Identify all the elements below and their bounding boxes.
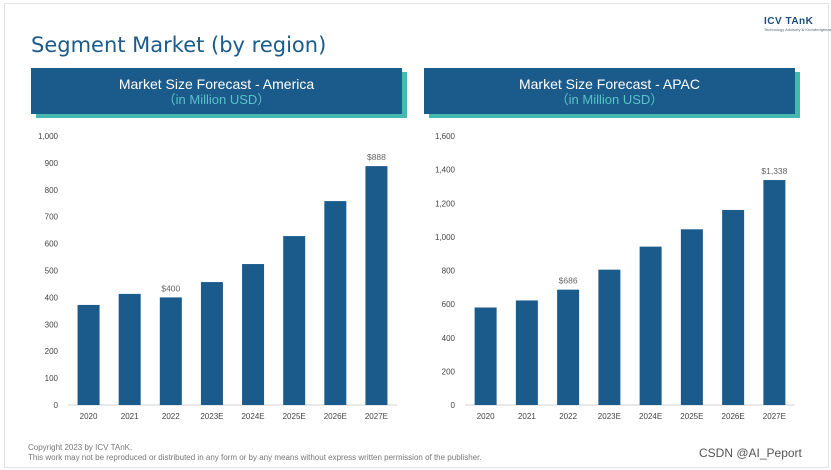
watermark: CSDN @AI_Peport <box>699 446 802 460</box>
y-tick-label: 700 <box>45 213 59 222</box>
apac-chart-header: Market Size Forecast - APAC （in Million … <box>424 68 800 118</box>
y-tick-label: 200 <box>45 347 59 356</box>
x-tick-label: 2025E <box>283 412 306 421</box>
x-tick-label: 2024E <box>241 412 264 421</box>
bar <box>200 282 223 405</box>
america-chart-header: Market Size Forecast - America （in Milli… <box>31 68 407 118</box>
y-tick-label: 1,400 <box>435 166 456 175</box>
bar <box>324 201 347 405</box>
y-tick-label: 200 <box>442 367 456 376</box>
data-label: $686 <box>559 276 578 286</box>
header-box: Market Size Forecast - APAC （in Million … <box>424 68 795 114</box>
bar <box>242 264 265 405</box>
x-tick-label: 2025E <box>680 412 703 421</box>
y-tick-label: 300 <box>45 320 59 329</box>
x-tick-label: 2023E <box>200 412 223 421</box>
bar <box>474 307 497 405</box>
bar <box>365 166 388 405</box>
logo: ICV TAnK Technology Advisory & Knowledge… <box>764 16 831 32</box>
x-tick-label: 2022 <box>162 412 180 421</box>
bar <box>118 293 141 405</box>
x-tick-label: 2020 <box>477 412 495 421</box>
bar <box>639 246 662 405</box>
x-tick-label: 2026E <box>722 412 745 421</box>
x-tick-label: 2021 <box>518 412 536 421</box>
y-tick-label: 400 <box>45 293 59 302</box>
apac-chart-title: Market Size Forecast - APAC <box>518 76 700 92</box>
x-tick-label: 2020 <box>80 412 98 421</box>
bar <box>159 297 182 405</box>
america-chart-title: Market Size Forecast - America <box>118 76 315 92</box>
logo-name: ICV TAnK <box>764 16 814 27</box>
data-label: $888 <box>367 152 386 162</box>
y-tick-label: 0 <box>451 401 456 410</box>
logo-tagline: Technology Advisory & Knowledgebase <box>764 27 831 32</box>
bar <box>557 289 580 405</box>
header-box: Market Size Forecast - America （in Milli… <box>31 68 402 114</box>
copyright-notice: This work may not be reproduced or distr… <box>28 453 482 462</box>
y-tick-label: 0 <box>54 401 59 410</box>
y-tick-label: 400 <box>442 334 456 343</box>
y-tick-label: 1,200 <box>435 199 456 208</box>
data-label: $400 <box>161 283 180 293</box>
bar <box>77 304 100 405</box>
data-label: $1,338 <box>761 166 787 176</box>
x-tick-label: 2024E <box>639 412 662 421</box>
x-tick-label: 2021 <box>121 412 139 421</box>
page-title: Segment Market (by region) <box>31 33 327 57</box>
x-tick-label: 2027E <box>365 412 388 421</box>
bar <box>722 209 745 405</box>
y-tick-label: 900 <box>45 159 59 168</box>
y-tick-label: 800 <box>442 267 456 276</box>
bar <box>763 180 786 405</box>
america-chart-subtitle: （in Million USD） <box>162 92 271 107</box>
bar <box>283 236 306 405</box>
apac-chart-subtitle: （in Million USD） <box>555 92 664 107</box>
y-tick-label: 800 <box>45 186 59 195</box>
y-tick-label: 1,600 <box>435 132 456 141</box>
y-tick-label: 600 <box>442 300 456 309</box>
bar <box>598 269 621 405</box>
y-tick-label: 100 <box>45 374 59 383</box>
bar <box>680 229 703 405</box>
y-tick-label: 500 <box>45 267 59 276</box>
x-tick-label: 2027E <box>763 412 786 421</box>
y-tick-label: 1,000 <box>38 132 59 141</box>
y-tick-label: 1,000 <box>435 233 456 242</box>
y-tick-label: 600 <box>45 240 59 249</box>
copyright-text: Copyright 2023 by ICV TAnK. <box>28 443 133 452</box>
x-tick-label: 2023E <box>598 412 621 421</box>
x-tick-label: 2026E <box>324 412 347 421</box>
footer: Copyright 2023 by ICV TAnK. This work ma… <box>28 443 482 463</box>
bar <box>515 300 538 405</box>
x-tick-label: 2022 <box>559 412 577 421</box>
